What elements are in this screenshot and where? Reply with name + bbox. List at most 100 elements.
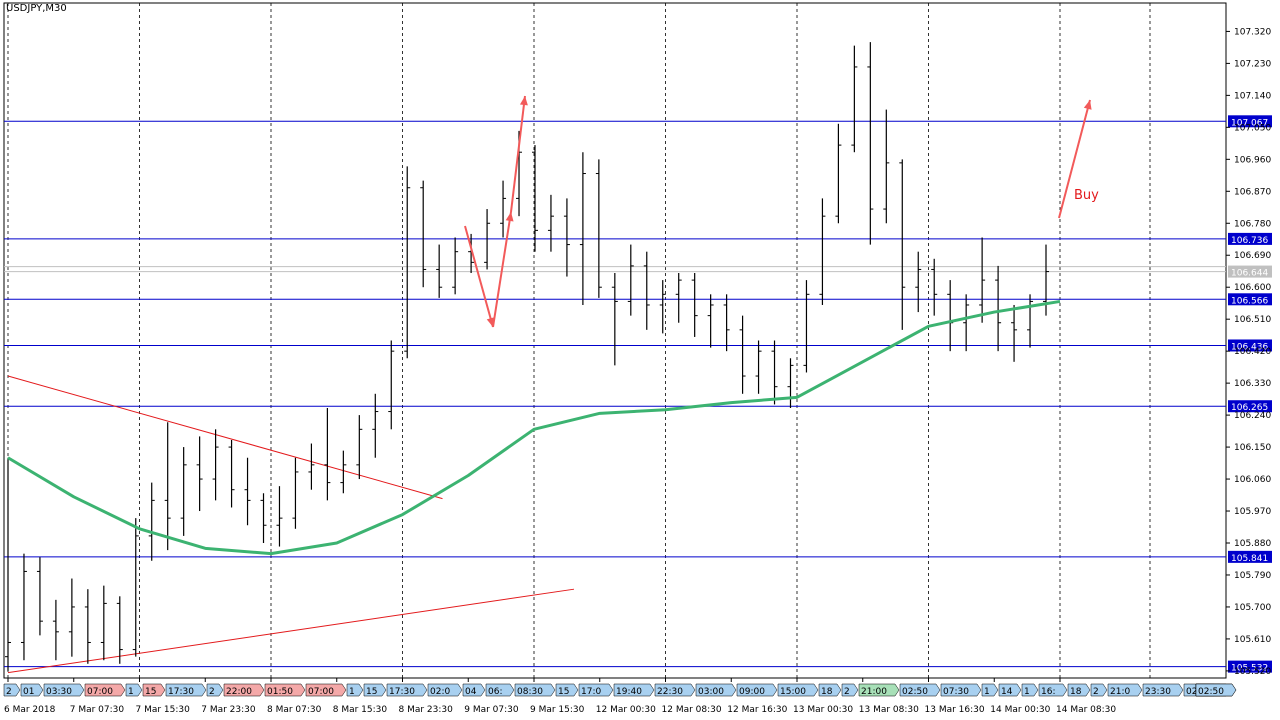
event-flag [818, 683, 842, 697]
event-marker: 02:0 [427, 683, 463, 697]
arrow-shaft [492, 211, 512, 328]
candle [899, 159, 906, 330]
event-marker: 09:00 [736, 683, 778, 697]
price-tick-label: 105.700 [1234, 603, 1271, 613]
level-tag-label: 106.736 [1231, 236, 1268, 246]
event-flag [514, 683, 556, 697]
candle [52, 599, 59, 661]
candle [404, 166, 411, 359]
event-marker: 02:50 [899, 683, 941, 697]
candle [292, 457, 299, 529]
event-label: 16: [1041, 687, 1055, 697]
candle [707, 294, 714, 348]
event-flag [427, 683, 463, 697]
candle [372, 393, 379, 458]
event-label: 03:00 [698, 687, 724, 697]
event-flag [84, 683, 126, 697]
event-label: 15 [366, 687, 377, 697]
event-marker: 15 [142, 683, 166, 697]
candle [531, 145, 538, 252]
event-marker: 07:00 [305, 683, 347, 697]
event-label: 2 [209, 687, 215, 697]
candle [68, 578, 75, 657]
event-flag [363, 683, 387, 697]
candle [276, 486, 283, 547]
candle [212, 429, 219, 501]
arrow-shaft [1058, 99, 1091, 219]
trendlines[interactable] [7, 375, 575, 674]
price-tick-label: 107.230 [1234, 59, 1271, 69]
event-flag [462, 683, 486, 697]
event-label: 08:30 [517, 687, 543, 697]
event-flag [654, 683, 696, 697]
level-tag [1228, 660, 1272, 673]
event-flag [305, 683, 347, 697]
time-tick-label: 13 Mar 00:30 [793, 705, 853, 715]
arrow-annotations[interactable]: Buy [464, 95, 1099, 328]
event-marker: 22:30 [654, 683, 696, 697]
time-tick-label: 7 Mar 07:30 [70, 705, 125, 715]
event-marker: 21:00 [858, 683, 900, 697]
candle [180, 447, 187, 536]
level-tag-label: 106.265 [1231, 403, 1268, 413]
event-label: 17:0 [581, 687, 601, 697]
event-flag [43, 683, 85, 697]
level-tag-label: 106.436 [1231, 342, 1268, 352]
candle [324, 408, 331, 501]
event-flag [578, 683, 614, 697]
price-tick-label: 107.320 [1234, 27, 1271, 37]
event-marker: 1 [346, 683, 364, 697]
time-tick-label: 12 Mar 16:30 [727, 705, 787, 715]
event-marker: 18 [1067, 683, 1091, 697]
candle [260, 493, 267, 543]
event-flag [695, 683, 737, 697]
event-markers[interactable]: 2 01 03:30 07:00 1 15 17:30 2 22:00 01:50 07:00 1 15… [3, 683, 1237, 697]
event-label: 03:30 [46, 687, 72, 697]
event-flag [555, 683, 579, 697]
level-tag [1228, 232, 1272, 245]
candle [36, 557, 43, 636]
event-marker: 03:30 [43, 683, 85, 697]
price-tick-label: 106.240 [1234, 411, 1271, 421]
candle [723, 294, 730, 352]
event-flag [1038, 683, 1068, 697]
candle [611, 273, 618, 366]
event-flag [777, 683, 819, 697]
trendline [7, 588, 575, 674]
candle [340, 450, 347, 494]
event-flag [1021, 683, 1039, 697]
event-flag [206, 683, 224, 697]
candle [803, 280, 810, 373]
event-flag [1195, 683, 1237, 697]
event-marker: 06: [485, 683, 515, 697]
price-tick-label: 106.330 [1234, 379, 1271, 389]
time-tick-label: 6 Mar 2018 [4, 705, 56, 715]
event-label: 04 [465, 687, 477, 697]
current-price-label: 106.644 [1231, 269, 1268, 279]
event-marker: 2 [1090, 683, 1108, 697]
candle [228, 439, 235, 508]
candle [627, 244, 634, 316]
price-tick-label: 107.050 [1234, 123, 1271, 133]
candle [643, 251, 650, 330]
arrow-head [1083, 100, 1092, 110]
candle [819, 198, 826, 305]
level-tag [1228, 339, 1272, 352]
level-tag [1228, 293, 1272, 306]
event-label: 21:0 [1110, 687, 1130, 697]
candle [1011, 304, 1018, 362]
candle [947, 280, 954, 352]
candle [84, 589, 91, 664]
event-marker: 01:50 [264, 683, 306, 697]
event-marker: 07:00 [84, 683, 126, 697]
event-label: 18 [1070, 687, 1082, 697]
candle [547, 194, 554, 252]
candle [196, 436, 203, 512]
event-marker: 04 [462, 683, 486, 697]
event-flag [485, 683, 515, 697]
price-tick-label: 105.970 [1234, 507, 1271, 517]
candle [244, 457, 251, 526]
event-label: 01:50 [267, 687, 293, 697]
event-marker: 21:0 [1107, 683, 1143, 697]
